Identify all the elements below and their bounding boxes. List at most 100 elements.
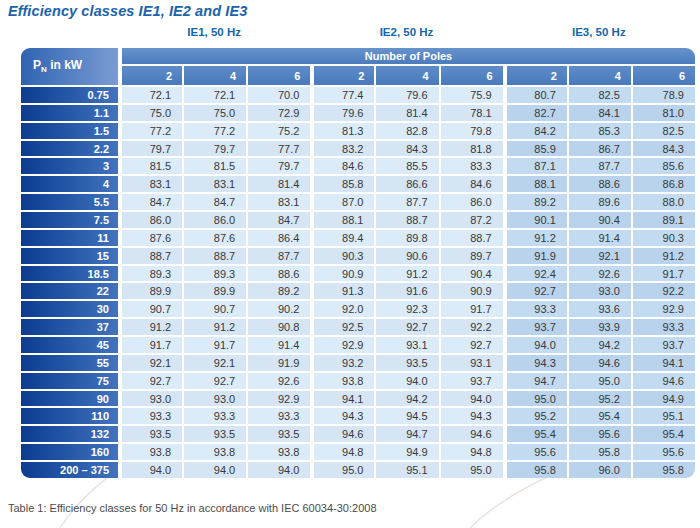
efficiency-cell-ie3: 95.2 [503,406,567,424]
efficiency-cell-ie1: 75.2 [246,121,310,139]
efficiency-cell-ie2: 78.1 [439,103,503,121]
efficiency-cell-ie3: 95.8 [631,460,695,478]
efficiency-cell-ie3: 82.5 [567,85,631,103]
efficiency-cell-ie3: 85.9 [503,139,567,157]
efficiency-cell-ie1: 79.7 [246,156,310,174]
efficiency-cell-ie3: 84.3 [631,139,695,157]
efficiency-cell-ie3: 87.1 [503,156,567,174]
efficiency-cell-ie3: 95.1 [631,406,695,424]
efficiency-cell-ie2: 81.8 [439,139,503,157]
efficiency-cell-ie3: 81.0 [631,103,695,121]
efficiency-cell-ie2: 84.6 [439,174,503,192]
power-column-header: PN in kW [21,48,118,85]
efficiency-cell-ie1: 92.1 [182,353,246,371]
efficiency-cell-ie2: 92.0 [310,299,374,317]
efficiency-cell-ie1: 89.9 [182,281,246,299]
efficiency-cell-ie1: 91.9 [246,353,310,371]
efficiency-cell-ie3: 88.0 [631,192,695,210]
efficiency-cell-ie1: 87.7 [246,246,310,264]
efficiency-cell-ie2: 88.7 [374,210,438,228]
row-header-power: 110 [21,406,118,424]
efficiency-cell-ie2: 94.7 [374,424,438,442]
efficiency-cell-ie2: 93.2 [310,353,374,371]
efficiency-cell-ie2: 91.3 [310,281,374,299]
efficiency-cell-ie1: 88.7 [182,246,246,264]
efficiency-cell-ie1: 90.8 [246,317,310,335]
pole-header-ie1-6: 6 [246,64,310,85]
efficiency-cell-ie3: 95.4 [631,424,695,442]
efficiency-cell-ie2: 94.9 [374,442,438,460]
efficiency-cell-ie3: 93.6 [567,299,631,317]
efficiency-cell-ie3: 95.6 [631,442,695,460]
efficiency-cell-ie2: 86.0 [439,192,503,210]
row-header-power: 0.75 [21,85,118,103]
efficiency-cell-ie2: 93.1 [439,353,503,371]
efficiency-cell-ie2: 94.2 [374,389,438,407]
row-header-power: 45 [21,335,118,353]
row-header-power: 200 – 375 [21,460,118,478]
efficiency-cell-ie3: 96.0 [567,460,631,478]
efficiency-cell-ie2: 87.0 [310,192,374,210]
pole-header-ie2-4: 4 [374,64,438,85]
efficiency-cell-ie1: 92.9 [246,389,310,407]
number-of-poles-header: Number of Poles [118,48,695,64]
efficiency-cell-ie2: 82.8 [374,121,438,139]
efficiency-cell-ie1: 84.7 [246,210,310,228]
power-header-text: PN in kW [33,58,82,74]
efficiency-cell-ie1: 70.0 [246,85,310,103]
efficiency-cell-ie2: 86.6 [374,174,438,192]
efficiency-cell-ie2: 92.9 [310,335,374,353]
efficiency-cell-ie2: 88.1 [310,210,374,228]
efficiency-cell-ie3: 89.1 [631,210,695,228]
efficiency-cell-ie3: 90.1 [503,210,567,228]
efficiency-cell-ie3: 85.6 [631,156,695,174]
row-header-power: 11 [21,228,118,246]
efficiency-cell-ie2: 90.3 [310,246,374,264]
efficiency-cell-ie1: 91.2 [182,317,246,335]
efficiency-cell-ie3: 92.7 [503,281,567,299]
efficiency-cell-ie1: 94.0 [246,460,310,478]
efficiency-cell-ie2: 93.8 [310,371,374,389]
efficiency-cell-ie2: 91.2 [374,264,438,282]
efficiency-cell-ie2: 90.9 [310,264,374,282]
efficiency-cell-ie3: 95.2 [567,389,631,407]
efficiency-cell-ie3: 95.6 [567,424,631,442]
efficiency-cell-ie2: 94.8 [310,442,374,460]
efficiency-cell-ie2: 91.7 [439,299,503,317]
efficiency-cell-ie1: 79.7 [118,139,182,157]
efficiency-cell-ie1: 84.7 [182,192,246,210]
efficiency-cell-ie2: 81.3 [310,121,374,139]
efficiency-cell-ie1: 77.2 [182,121,246,139]
row-header-power: 5.5 [21,192,118,210]
efficiency-cell-ie3: 93.3 [631,317,695,335]
efficiency-cell-ie2: 95.0 [310,460,374,478]
efficiency-cell-ie3: 95.0 [503,389,567,407]
efficiency-cell-ie2: 81.4 [374,103,438,121]
efficiency-cell-ie3: 92.4 [503,264,567,282]
efficiency-cell-ie2: 83.2 [310,139,374,157]
efficiency-cell-ie1: 89.9 [118,281,182,299]
section-label-ie3: IE3, 50 Hz [503,26,695,38]
efficiency-cell-ie1: 89.3 [182,264,246,282]
efficiency-cell-ie2: 83.3 [439,156,503,174]
efficiency-cell-ie2: 85.5 [374,156,438,174]
efficiency-cell-ie2: 84.3 [374,139,438,157]
row-header-power: 160 [21,442,118,460]
efficiency-cell-ie3: 91.2 [631,246,695,264]
efficiency-cell-ie2: 93.7 [439,371,503,389]
pole-header-ie2-2: 2 [310,64,374,85]
efficiency-cell-ie2: 94.0 [374,371,438,389]
efficiency-cell-ie3: 95.0 [567,371,631,389]
efficiency-cell-ie2: 90.6 [374,246,438,264]
row-header-power: 1.1 [21,103,118,121]
efficiency-cell-ie2: 94.6 [439,424,503,442]
efficiency-cell-ie2: 90.4 [439,264,503,282]
efficiency-cell-ie3: 93.7 [631,335,695,353]
efficiency-cell-ie2: 92.5 [310,317,374,335]
efficiency-cell-ie3: 86.8 [631,174,695,192]
section-label-ie2: IE2, 50 Hz [310,26,502,38]
efficiency-cell-ie1: 77.2 [118,121,182,139]
efficiency-cell-ie1: 92.1 [118,353,182,371]
efficiency-cell-ie3: 89.2 [503,192,567,210]
efficiency-cell-ie1: 88.7 [118,246,182,264]
